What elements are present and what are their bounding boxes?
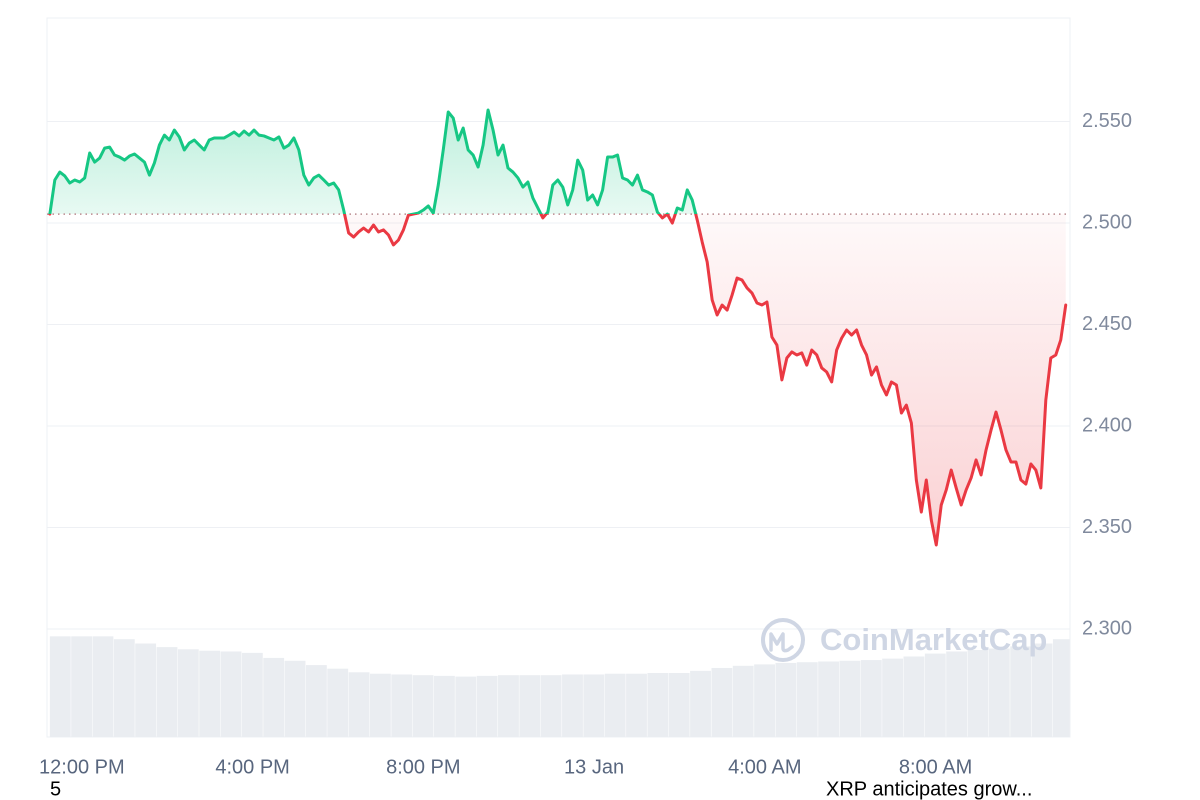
volume-bar (690, 670, 711, 737)
volume-bar (818, 661, 840, 737)
volume-bar (1010, 646, 1032, 737)
volume-bar (540, 675, 562, 737)
volume-bar (156, 647, 178, 737)
volume-bar (498, 675, 519, 737)
watermark: CoinMarketCap (761, 618, 1047, 662)
volume-bar (732, 665, 754, 737)
volume-bar (241, 652, 263, 737)
volume-bar (391, 674, 413, 737)
volume-bar (327, 668, 349, 737)
volume-bar (263, 657, 285, 737)
volume-bar (220, 651, 242, 737)
volume-bar (626, 673, 647, 737)
volume-bar (305, 665, 327, 737)
volume-bar (946, 651, 968, 737)
volume-bar (348, 672, 370, 737)
volume-bar (754, 664, 775, 737)
volume-bar (583, 674, 605, 737)
volume-bar (668, 673, 690, 737)
volume-bar (882, 658, 904, 737)
volume-bar (71, 636, 93, 737)
y-tick-label: 2.450 (1082, 313, 1132, 335)
volume-bar (412, 675, 434, 737)
volume-bar (562, 674, 583, 737)
volume-bar (903, 656, 925, 737)
watermark-logo-mark (769, 632, 794, 653)
y-tick-label: 2.400 (1082, 414, 1132, 436)
x-tick-label: 12:00 PM (39, 756, 125, 778)
volume-bars (49, 636, 1070, 737)
footer-right: XRP anticipates grow... (826, 778, 1032, 800)
volume-bar (711, 667, 733, 737)
volume-bar (796, 662, 818, 737)
volume-bar (92, 636, 114, 737)
volume-bar (49, 636, 71, 737)
x-tick-label: 4:00 AM (728, 756, 801, 778)
volume-bar (113, 639, 135, 737)
volume-bar (967, 650, 989, 737)
price-plot (47, 108, 1070, 547)
volume-bar (284, 660, 306, 737)
volume-bar (1031, 643, 1053, 737)
volume-bar (988, 648, 1010, 737)
y-tick-label: 2.300 (1082, 617, 1132, 639)
y-tick-label: 2.550 (1082, 110, 1132, 132)
y-tick-label: 2.350 (1082, 516, 1132, 538)
volume-bar (775, 662, 797, 737)
footer-left: 5 (50, 778, 61, 800)
watermark-text: CoinMarketCap (820, 622, 1047, 657)
volume-bar (455, 676, 477, 737)
volume-bar (519, 675, 541, 737)
axes: 2.300 2.350 2.400 2.450 2.500 2.550 12:00 PM 4:… (39, 110, 1132, 778)
x-tick-label: 8:00 PM (386, 756, 460, 778)
volume-bar (647, 673, 669, 737)
price-area (49, 109, 1066, 545)
volume-bar (476, 675, 498, 737)
volume-bar (839, 660, 861, 737)
x-tick-label: 13 Jan (564, 756, 624, 778)
volume-bar (924, 653, 946, 737)
x-tick-label: 4:00 PM (215, 756, 289, 778)
volume-bar (199, 650, 221, 737)
volume-bar (434, 675, 455, 737)
volume-bar (860, 660, 882, 737)
volume-bar (177, 649, 199, 737)
x-tick-label: 8:00 AM (899, 756, 972, 778)
price-line (48, 108, 1068, 547)
volume-bar (604, 673, 626, 737)
watermark-logo (761, 618, 805, 662)
y-tick-label: 2.500 (1082, 211, 1132, 233)
volume-bar (135, 643, 157, 737)
volume-bar (369, 673, 391, 737)
volume-bar (1052, 639, 1070, 737)
